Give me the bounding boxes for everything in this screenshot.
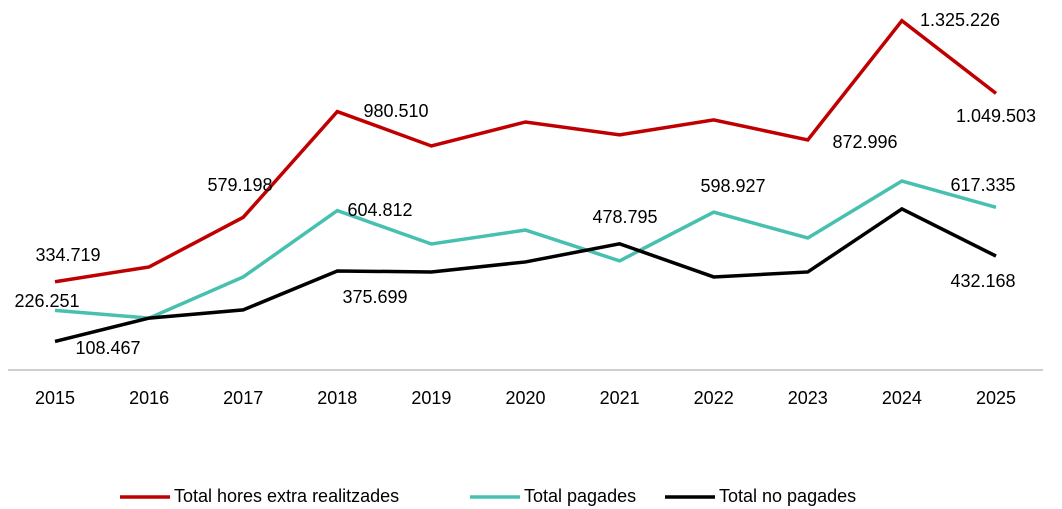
line	[54, 18, 998, 284]
data-label: 604.812	[347, 200, 412, 220]
data-label: 334.719	[35, 245, 100, 265]
x-tick-label: 2020	[505, 388, 545, 408]
data-label: 872.996	[832, 132, 897, 152]
line	[54, 206, 997, 344]
data-label: 579.198	[207, 175, 272, 195]
data-label: 598.927	[700, 176, 765, 196]
data-label: 108.467	[75, 338, 140, 358]
x-tick-label: 2021	[600, 388, 640, 408]
data-label: 432.168	[950, 271, 1015, 291]
x-tick-label: 2024	[882, 388, 922, 408]
x-tick-label: 2017	[223, 388, 263, 408]
data-label: 980.510	[363, 101, 428, 121]
data-label: 375.699	[342, 287, 407, 307]
line	[54, 179, 997, 320]
x-tick-label: 2016	[129, 388, 169, 408]
x-tick-label: 2022	[694, 388, 734, 408]
legend-label: Total hores extra realitzades	[174, 486, 399, 506]
data-label: 478.795	[592, 207, 657, 227]
x-tick-label: 2023	[788, 388, 828, 408]
x-tick-label: 2018	[317, 388, 357, 408]
x-tick-label: 2015	[35, 388, 75, 408]
data-label: 617.335	[950, 175, 1015, 195]
data-label: 1.049.503	[956, 106, 1036, 126]
data-label: 1.325.226	[920, 10, 1000, 30]
legend-label: Total no pagades	[719, 486, 856, 506]
x-tick-label: 2025	[976, 388, 1016, 408]
legend-label: Total pagades	[524, 486, 636, 506]
x-tick-label: 2019	[411, 388, 451, 408]
data-label: 226.251	[14, 291, 79, 311]
